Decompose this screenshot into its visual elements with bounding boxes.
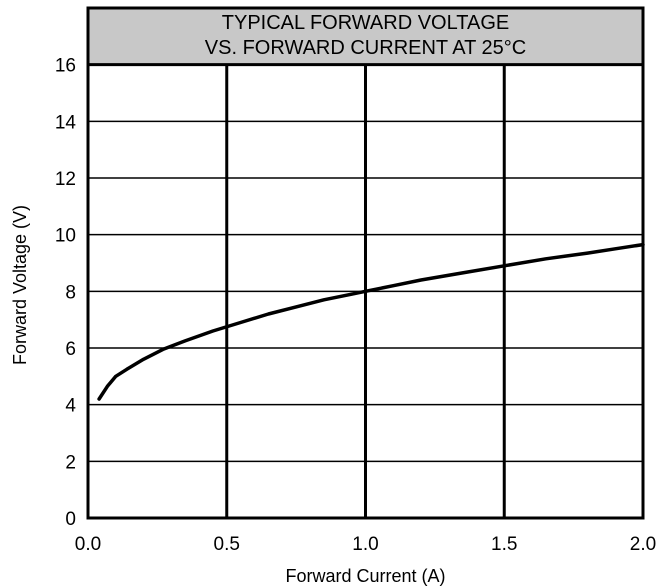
- y-tick-label: 14: [55, 112, 77, 133]
- chart-title-line-1: TYPICAL FORWARD VOLTAGE: [222, 12, 509, 34]
- x-tick-label: 1.0: [352, 534, 378, 555]
- x-axis-label: Forward Current (A): [285, 566, 445, 586]
- chart-title-line-2: VS. FORWARD CURRENT AT 25°C: [205, 37, 526, 59]
- title-band: [88, 8, 643, 65]
- y-tick-label: 16: [55, 56, 76, 77]
- y-tick-label: 2: [65, 452, 76, 473]
- y-tick-label: 4: [65, 396, 76, 417]
- y-axis-label: Forward Voltage (V): [10, 205, 30, 365]
- x-tick-label: 1.5: [491, 534, 517, 555]
- y-tick-label: 10: [55, 226, 76, 247]
- y-tick-label: 6: [65, 339, 76, 360]
- y-tick-labels: 0 2 4 6 8 10 12 14 16: [55, 56, 77, 530]
- x-tick-label: 0.5: [214, 534, 240, 555]
- y-tick-label: 8: [65, 282, 76, 303]
- y-tick-label: 12: [55, 169, 76, 190]
- plot-frame: [86, 6, 645, 520]
- y-tick-label: 0: [65, 509, 76, 530]
- x-tick-label: 2.0: [630, 534, 656, 555]
- x-tick-labels: 0.0 0.5 1.0 1.5 2.0: [75, 534, 656, 555]
- x-tick-label: 0.0: [75, 534, 101, 555]
- series-line-forward-voltage: [97, 242, 645, 401]
